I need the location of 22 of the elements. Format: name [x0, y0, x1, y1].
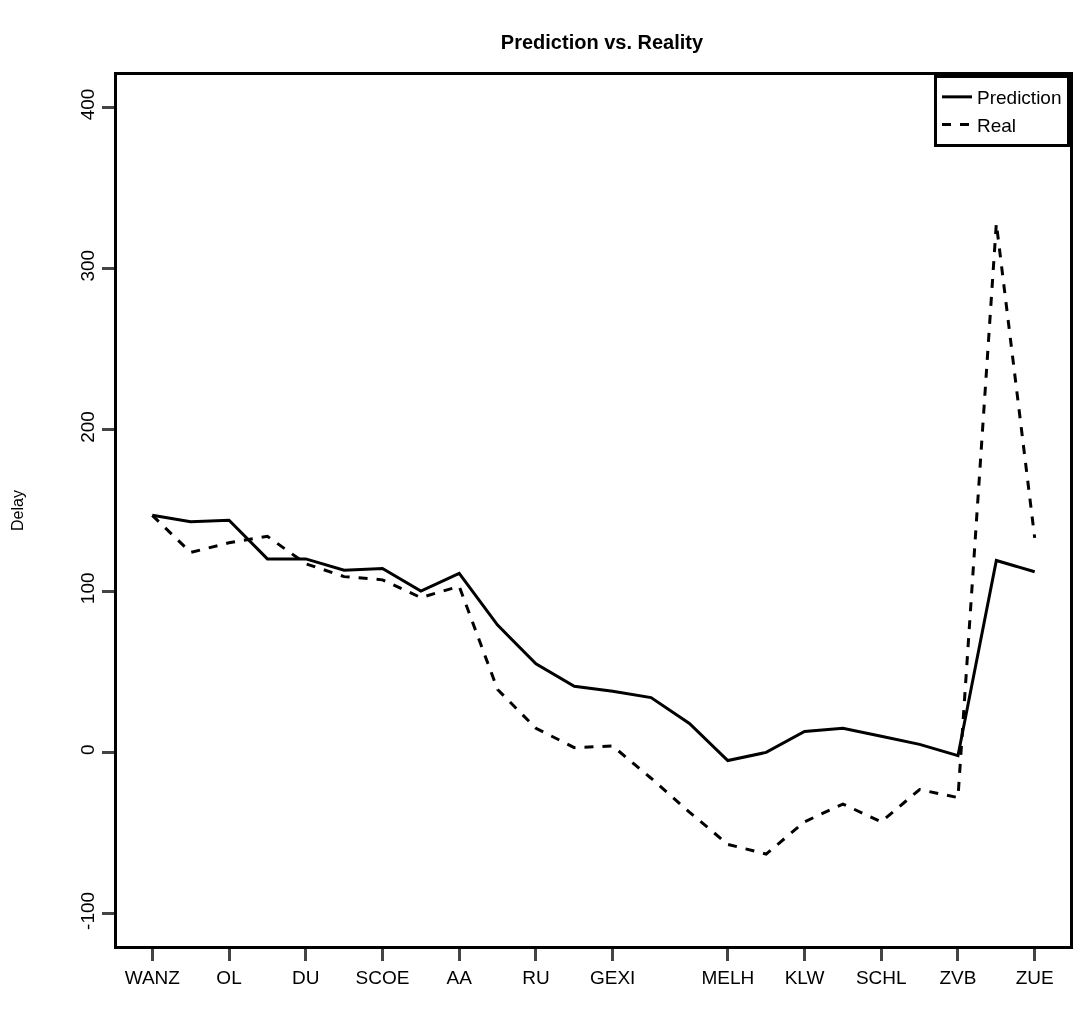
x-tick-label: ZVB — [939, 966, 977, 988]
x-tick-label: AA — [446, 966, 473, 988]
y-tick-label: 0 — [77, 744, 99, 755]
x-tick-label: GEXI — [589, 966, 636, 988]
x-tick-label: WANZ — [124, 966, 181, 988]
y-tick-label: -100 — [77, 891, 99, 930]
y-tick-label: 300 — [77, 249, 99, 282]
x-tick-label: OL — [216, 966, 242, 988]
y-tick-label: 200 — [77, 411, 99, 443]
x-tick-label: MELH — [701, 966, 755, 988]
legend-label: Real — [977, 114, 1017, 136]
legend-label: Prediction — [977, 87, 1062, 109]
x-tick-label: RU — [522, 966, 550, 988]
x-tick-label: SCOE — [355, 966, 410, 988]
x-tick-label: SCHL — [855, 966, 907, 988]
y-tick-label: 100 — [77, 572, 99, 605]
x-tick-label: DU — [292, 966, 320, 988]
y-tick-label: 400 — [77, 88, 99, 121]
x-tick-label: KLW — [784, 966, 825, 988]
x-tick-label: ZUE — [1015, 966, 1054, 988]
y-axis-title: Delay — [9, 490, 27, 531]
chart-title: Prediction vs. Reality — [500, 31, 705, 54]
